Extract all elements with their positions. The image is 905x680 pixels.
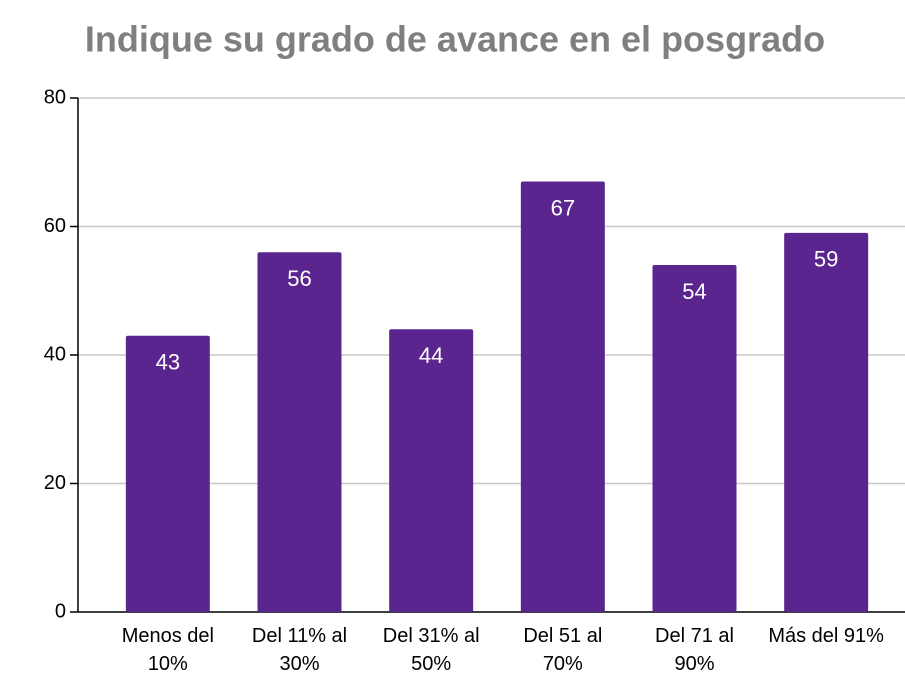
x-tick-label: Del 31% al 50% bbox=[382, 625, 480, 675]
x-tick-label: Del 51 al 70% bbox=[523, 625, 603, 675]
y-tick-label: 40 bbox=[44, 343, 66, 365]
chart-title: Indique su grado de avance en el posgrad… bbox=[85, 19, 825, 60]
data-label: 43 bbox=[156, 350, 180, 375]
y-tick-label: 80 bbox=[44, 86, 66, 108]
bar bbox=[257, 252, 342, 612]
bar bbox=[389, 329, 474, 612]
bar bbox=[784, 232, 869, 613]
y-tick-label: 60 bbox=[44, 215, 66, 237]
data-label: 54 bbox=[682, 279, 706, 304]
data-label: 56 bbox=[287, 266, 311, 291]
data-label: 67 bbox=[551, 195, 575, 220]
data-label: 44 bbox=[419, 343, 443, 368]
x-tick-label: Del 11% al 30% bbox=[251, 625, 348, 675]
bar bbox=[652, 265, 737, 612]
data-label: 59 bbox=[814, 247, 838, 272]
bar bbox=[125, 335, 210, 612]
bar bbox=[520, 181, 605, 612]
y-tick-label: 20 bbox=[44, 472, 66, 494]
x-tick-label: Más del 91% bbox=[768, 625, 884, 647]
x-tick-label: Del 71 al 90% bbox=[655, 625, 734, 675]
x-tick-label: Menos del 10% bbox=[121, 625, 214, 675]
y-tick-label: 0 bbox=[55, 600, 66, 622]
